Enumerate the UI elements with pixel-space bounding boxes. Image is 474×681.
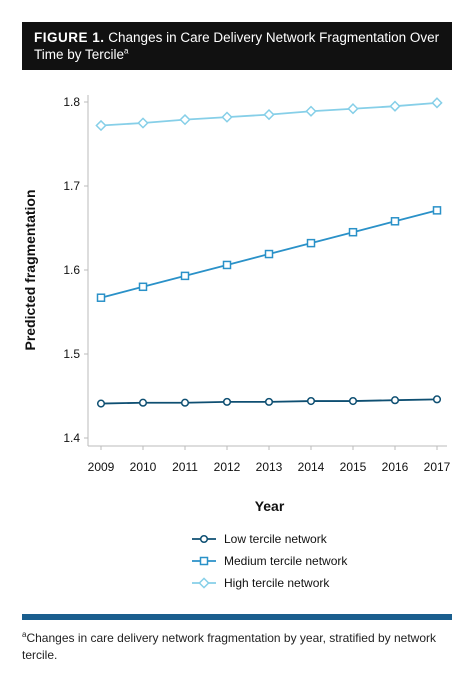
series-3-point: [347, 103, 359, 115]
series-1-point: [432, 395, 442, 404]
figure-label: FIGURE 1.: [34, 30, 105, 45]
y-tick-label: 1.4: [63, 431, 80, 445]
figure-title-text: Changes in Care Delivery Network Fragmen…: [108, 30, 440, 45]
series-1-point: [138, 398, 148, 407]
figure-title-bar: FIGURE 1. Changes in Care Delivery Netwo…: [22, 22, 452, 70]
x-tick-label: 2015: [340, 460, 367, 474]
legend-marker-2: [199, 556, 209, 566]
series-3-point: [95, 119, 107, 132]
x-tick-label: 2009: [88, 460, 115, 474]
figure-title-line-1: FIGURE 1. Changes in Care Delivery Netwo…: [34, 29, 440, 46]
series-1-point: [96, 399, 106, 408]
figure-title-line-2: Time by Tercilea: [34, 46, 440, 63]
legend-label-3: High tercile network: [224, 576, 330, 590]
x-tick-label: 2016: [382, 460, 409, 474]
x-tick-label: 2013: [256, 460, 283, 474]
series-3-point: [137, 117, 149, 129]
title-footnote-marker: a: [124, 46, 129, 56]
series-1-point: [348, 396, 358, 406]
series-2-point: [138, 282, 148, 292]
series-2-point: [96, 293, 106, 302]
series-3-point: [431, 97, 443, 109]
series-2-point: [222, 260, 232, 270]
series-2-point: [348, 227, 358, 237]
series-3-point: [305, 105, 317, 117]
y-axis-title: Predicted fragmentation: [22, 189, 38, 350]
series-3-point: [389, 100, 401, 112]
footnote: aChanges in care delivery network fragme…: [22, 626, 452, 664]
legend-marker-3: [198, 577, 210, 589]
y-tick-label: 1.6: [63, 263, 80, 277]
legend-label-2: Medium tercile network: [224, 554, 348, 568]
series-1-point: [222, 397, 232, 406]
series-3-point: [221, 111, 233, 123]
series-2-point: [432, 206, 442, 215]
y-tick-label: 1.5: [63, 347, 80, 361]
x-tick-label: 2012: [214, 460, 241, 474]
figure-title-text-cont: Time by Tercile: [34, 47, 125, 62]
series-2-point: [306, 238, 316, 248]
legend-marker-1: [199, 534, 209, 544]
series-3-point: [179, 113, 191, 126]
series-2-point: [390, 217, 400, 226]
series-1-point: [264, 397, 274, 406]
series-1-point: [180, 398, 190, 407]
y-tick-label: 1.7: [63, 179, 80, 193]
x-tick-label: 2010: [130, 460, 157, 474]
series-1-point: [390, 396, 400, 405]
footer-divider: [22, 614, 452, 620]
series-2-point: [264, 249, 274, 259]
series-3-point: [263, 108, 275, 121]
series-2-point: [180, 271, 190, 281]
y-tick-label: 1.8: [63, 95, 80, 109]
x-tick-label: 2011: [172, 460, 198, 474]
footnote-marker: a: [22, 630, 27, 639]
x-tick-label: 2014: [298, 460, 325, 474]
footnote-text: Changes in care delivery network fragmen…: [22, 631, 436, 662]
x-tick-label: 2017: [424, 460, 451, 474]
series-1-point: [306, 396, 316, 406]
x-axis-title: Year: [255, 498, 285, 514]
legend-label-1: Low tercile network: [224, 532, 328, 546]
